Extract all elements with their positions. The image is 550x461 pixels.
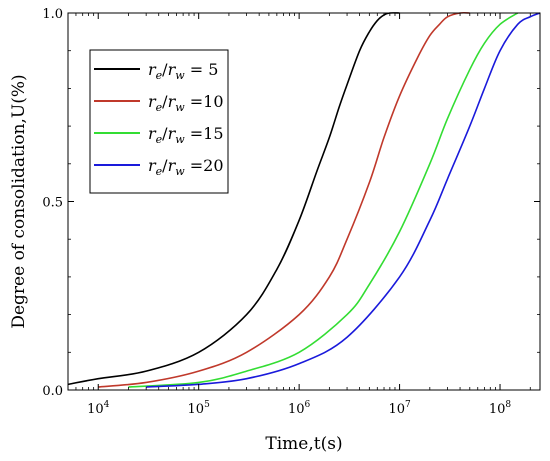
y-tick-label: 0.5	[42, 196, 63, 211]
series-line-4	[146, 12, 541, 388]
legend-label: re/rw =20	[148, 156, 224, 178]
series-layer	[67, 11, 541, 388]
y-tick-label: 1.0	[42, 7, 63, 22]
legend: re/rw = 5 re/rw =10 re/rw =15 re/rw =20	[89, 49, 229, 194]
series-line-3	[128, 12, 519, 388]
legend-label: re/rw =15	[148, 124, 224, 146]
x-tick-label: 106	[288, 400, 311, 417]
series-line-1	[67, 12, 400, 386]
x-tick-label: 104	[87, 400, 110, 417]
y-tick-label: 0.0	[42, 384, 63, 399]
series-line-2	[98, 11, 470, 388]
x-tick-label: 105	[188, 400, 211, 417]
x-tick-label: 107	[388, 400, 411, 417]
legend-label: re/rw = 5	[148, 60, 218, 82]
x-axis-label: Time,t(s)	[265, 434, 342, 454]
x-tick-label: 108	[489, 400, 512, 417]
legend-label: re/rw =10	[148, 92, 224, 114]
legend-box	[89, 49, 229, 194]
y-axis-label: Degree of consolidation,U(%)	[9, 74, 29, 328]
ticks-layer: 104 105 106 107 108 0.0 0.5 1.0	[42, 7, 540, 417]
